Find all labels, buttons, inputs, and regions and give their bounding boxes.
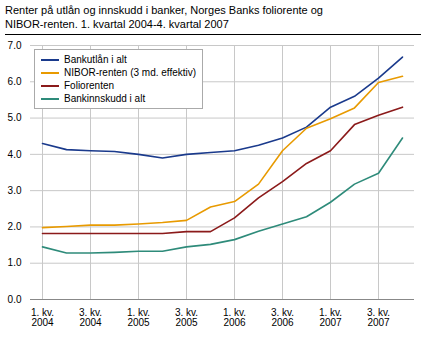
svg-text:5.0: 5.0 (8, 112, 22, 123)
svg-text:1. kv.2005: 1. kv.2005 (127, 307, 150, 328)
svg-text:6.0: 6.0 (8, 76, 22, 87)
svg-text:1. kv.2004: 1. kv.2004 (31, 307, 54, 328)
svg-text:2.0: 2.0 (8, 221, 22, 232)
html-text:NIBOR-renten (3 md. effektiv): NIBOR-renten (3 md. effektiv) (64, 67, 197, 78)
html-text:Bankutlån i alt: Bankutlån i alt (64, 54, 127, 65)
html-text:Bankinnskudd i alt: Bankinnskudd i alt (64, 93, 146, 104)
svg-text:1. kv.2006: 1. kv.2006 (223, 307, 246, 328)
svg-text:3. kv.2004: 3. kv.2004 (79, 307, 102, 328)
svg-text:3. kv.2005: 3. kv.2005 (175, 307, 198, 328)
svg-text:4.0: 4.0 (8, 149, 22, 160)
svg-text:0.0: 0.0 (8, 294, 22, 305)
svg-text:3.0: 3.0 (8, 185, 22, 196)
html-text:NIBOR-renten. 1. kvartal 2004-: NIBOR-renten. 1. kvartal 2004-4. kvartal… (5, 18, 229, 30)
html-text:Renter på utlån og innskudd i: Renter på utlån og innskudd i banker, No… (5, 4, 323, 16)
svg-text:1.0: 1.0 (8, 257, 22, 268)
svg-text:7.0: 7.0 (8, 40, 22, 51)
svg-text:1. kv.2007: 1. kv.2007 (319, 307, 342, 328)
svg-text:3. kv.2006: 3. kv.2006 (271, 307, 294, 328)
html-text:Foliorenten: Foliorenten (64, 80, 114, 91)
svg-text:3. kv.2007: 3. kv.2007 (367, 307, 390, 328)
